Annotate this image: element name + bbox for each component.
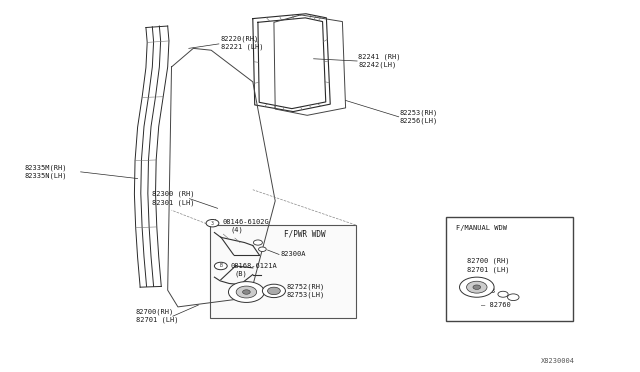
Text: 82301 (LH): 82301 (LH) xyxy=(152,199,195,206)
Text: F/PWR WDW: F/PWR WDW xyxy=(284,230,325,239)
Circle shape xyxy=(460,277,494,297)
Circle shape xyxy=(498,291,508,297)
Text: (4): (4) xyxy=(230,226,243,233)
Text: 82701 (LH): 82701 (LH) xyxy=(467,266,509,273)
Text: 82335M(RH): 82335M(RH) xyxy=(24,164,67,171)
Circle shape xyxy=(259,247,266,251)
Text: F/MANUAL WDW: F/MANUAL WDW xyxy=(456,225,507,231)
Circle shape xyxy=(467,281,487,293)
Circle shape xyxy=(236,286,257,298)
Text: 82221 (LH): 82221 (LH) xyxy=(221,44,263,51)
Text: 82335N(LH): 82335N(LH) xyxy=(24,172,67,179)
Circle shape xyxy=(508,294,519,301)
FancyBboxPatch shape xyxy=(210,225,356,318)
Circle shape xyxy=(268,287,280,295)
Text: 82256(LH): 82256(LH) xyxy=(400,117,438,124)
Text: 82242(LH): 82242(LH) xyxy=(358,61,397,68)
Circle shape xyxy=(253,240,262,245)
Text: 82300 (RH): 82300 (RH) xyxy=(152,191,195,198)
Text: 08168-6121A: 08168-6121A xyxy=(230,263,277,269)
Circle shape xyxy=(228,282,264,302)
Circle shape xyxy=(243,290,250,294)
Text: B: B xyxy=(220,263,222,269)
Text: 82763: 82763 xyxy=(475,288,496,294)
Text: 82300A: 82300A xyxy=(280,251,306,257)
Circle shape xyxy=(206,219,219,227)
Text: 08146-6102G: 08146-6102G xyxy=(223,219,269,225)
Text: 82701 (LH): 82701 (LH) xyxy=(136,317,178,323)
Circle shape xyxy=(214,262,227,270)
Text: – 82760: – 82760 xyxy=(481,302,511,308)
Text: 82220(RH): 82220(RH) xyxy=(221,36,259,42)
Text: 82753(LH): 82753(LH) xyxy=(287,292,325,298)
Text: 82253(RH): 82253(RH) xyxy=(400,109,438,116)
FancyBboxPatch shape xyxy=(446,217,573,321)
Text: 82700(RH): 82700(RH) xyxy=(136,308,174,315)
Text: (B): (B) xyxy=(235,270,248,277)
Circle shape xyxy=(473,285,481,289)
Text: 3: 3 xyxy=(211,221,214,226)
Text: 82700 (RH): 82700 (RH) xyxy=(467,258,509,264)
Circle shape xyxy=(262,284,285,298)
Text: 82241 (RH): 82241 (RH) xyxy=(358,53,401,60)
Text: X8230004: X8230004 xyxy=(541,358,575,364)
Text: 82752(RH): 82752(RH) xyxy=(287,284,325,291)
